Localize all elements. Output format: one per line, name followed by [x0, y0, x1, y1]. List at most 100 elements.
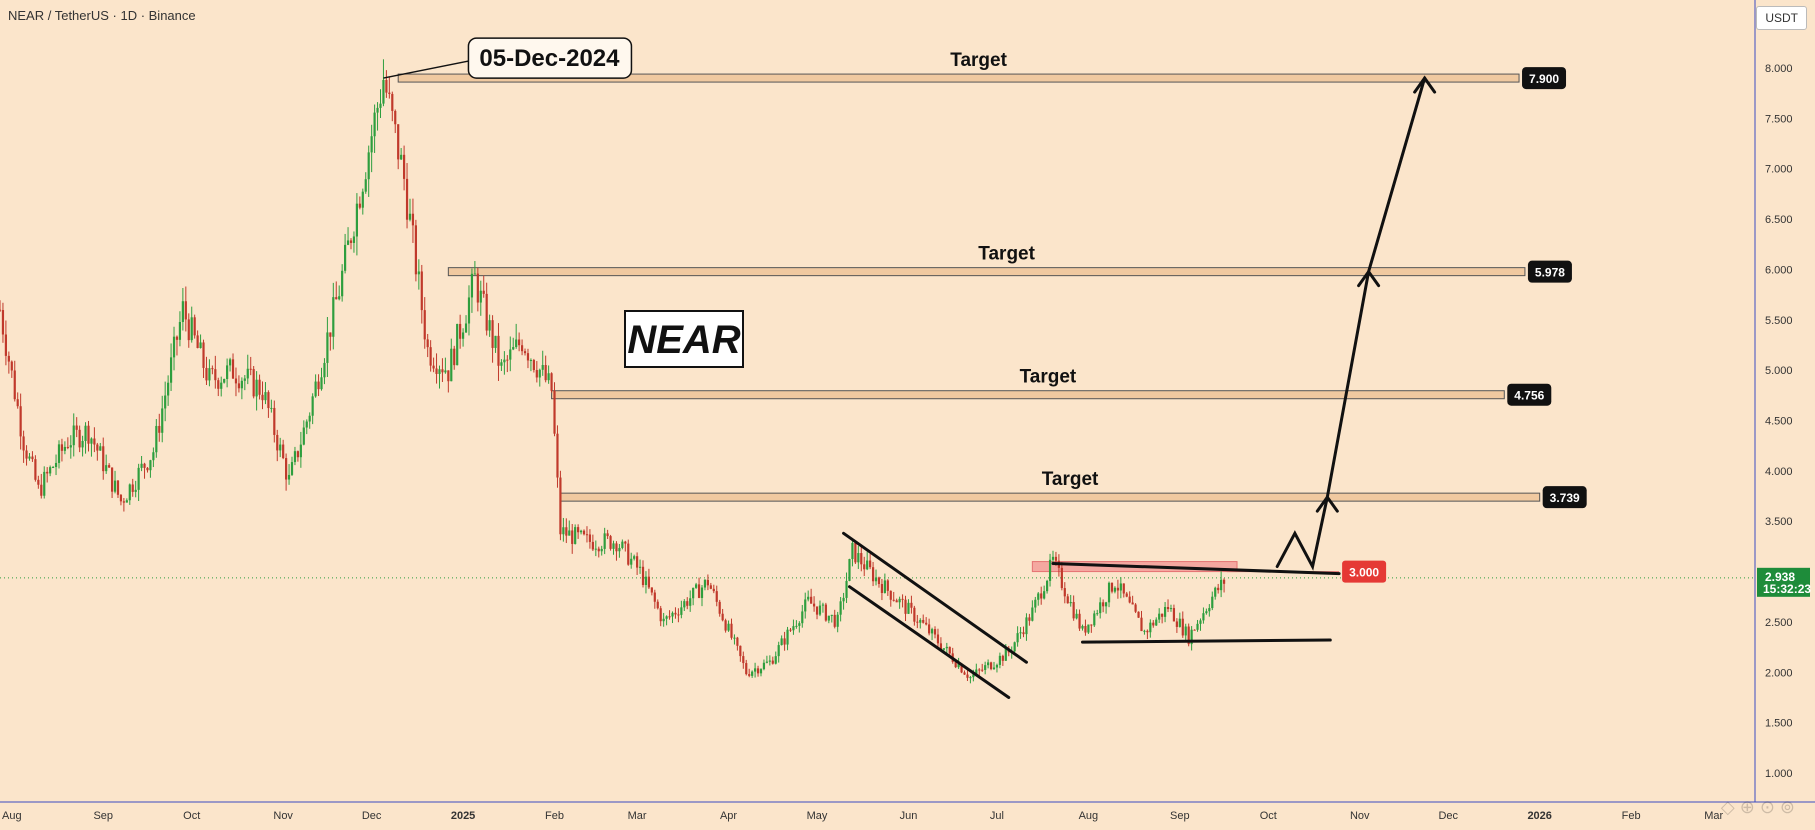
candle-body	[839, 601, 842, 615]
candle-body	[615, 543, 618, 552]
candle-body	[497, 335, 500, 366]
candle-body	[217, 380, 220, 389]
candle-body	[364, 179, 367, 192]
candle-body	[346, 240, 350, 245]
candle-body	[226, 365, 229, 379]
candle-body	[810, 596, 813, 604]
candle-body	[178, 322, 182, 340]
candle-body	[945, 646, 948, 649]
candle-body	[196, 335, 199, 349]
candle-body	[830, 614, 833, 616]
candle-body	[28, 456, 31, 459]
x-tick-label: Mar	[1704, 810, 1723, 822]
candle-body	[677, 614, 680, 616]
candle-body	[1143, 630, 1146, 632]
candle-body	[1069, 602, 1072, 604]
candle-body	[933, 629, 937, 635]
candle-body	[391, 93, 394, 111]
candle-body	[1004, 648, 1007, 661]
candle-body	[1060, 567, 1063, 589]
candle-body	[1187, 626, 1190, 645]
candle-body	[736, 637, 739, 646]
candle-body	[730, 623, 733, 638]
candle-body	[774, 656, 777, 664]
arrow-head	[1315, 494, 1339, 513]
candle-body	[577, 527, 580, 533]
candle-body	[355, 203, 358, 237]
candle-body	[721, 613, 724, 621]
candle-body	[789, 629, 792, 631]
candle-body	[305, 421, 308, 428]
candle-body	[423, 310, 426, 340]
candle-body	[762, 662, 766, 670]
candle-body	[31, 456, 34, 460]
candle-body	[13, 370, 16, 400]
candle-body	[464, 323, 468, 333]
candle-body	[1025, 617, 1028, 635]
x-tick-label: 2026	[1527, 810, 1551, 822]
candle-body	[771, 660, 774, 664]
candle-body	[662, 618, 665, 622]
candle-body	[122, 501, 125, 503]
candle-body	[860, 553, 863, 565]
target-price-tag-bg	[1522, 67, 1567, 90]
callout-pointer	[383, 59, 474, 79]
candle-body	[954, 661, 957, 668]
candle-body	[1037, 593, 1040, 600]
candle-body	[408, 213, 412, 220]
candle-body	[579, 530, 583, 533]
candles-group	[0, 59, 1226, 684]
candle-body	[547, 373, 550, 381]
candle-body	[650, 587, 653, 593]
candle-body	[1131, 602, 1134, 605]
candle-body	[414, 225, 417, 275]
candle-body	[1054, 556, 1058, 561]
candle-body	[441, 369, 444, 373]
candle-body	[479, 290, 482, 303]
target-band	[397, 73, 1520, 83]
candle-body	[565, 527, 568, 536]
candle-body	[854, 542, 857, 563]
candle-body	[169, 357, 173, 383]
candle-body	[913, 607, 916, 622]
candle-body	[898, 598, 901, 603]
candle-body	[488, 320, 491, 331]
target-price-tag-text: 3.739	[1550, 491, 1580, 505]
candle-body	[928, 624, 931, 634]
candle-body	[255, 379, 258, 397]
candle-body	[246, 368, 249, 379]
candle-body	[1081, 625, 1084, 629]
candle-body	[1122, 583, 1125, 594]
candle-body	[1043, 591, 1046, 599]
candle-body	[942, 648, 945, 650]
candle-body	[314, 381, 317, 397]
candle-body	[335, 297, 338, 300]
x-tick-label: Feb	[545, 810, 564, 822]
candle-body	[1107, 582, 1111, 603]
candle-body	[1199, 620, 1202, 624]
candle-body	[267, 392, 270, 409]
candle-body	[833, 614, 836, 627]
candle-body	[476, 273, 479, 303]
currency-unit-badge[interactable]: USDT	[1756, 6, 1807, 30]
candle-body	[105, 465, 108, 472]
candle-body	[211, 368, 214, 370]
candle-body	[857, 553, 860, 563]
candle-body	[1, 310, 5, 335]
candle-body	[161, 408, 164, 433]
candle-body	[845, 580, 848, 598]
candle-body	[1096, 613, 1099, 615]
candle-body	[228, 359, 232, 366]
candle-body	[1090, 624, 1093, 626]
candle-body	[341, 270, 344, 297]
candle-body	[134, 489, 137, 492]
last-price-tag-bg	[1757, 567, 1810, 597]
candle-body	[329, 332, 332, 337]
target-price-tag-text: 7.900	[1529, 72, 1559, 86]
candle-body	[459, 323, 462, 339]
target-band	[559, 492, 1541, 502]
candle-body	[473, 273, 476, 275]
candle-body	[140, 463, 143, 468]
candle-body	[745, 663, 748, 675]
